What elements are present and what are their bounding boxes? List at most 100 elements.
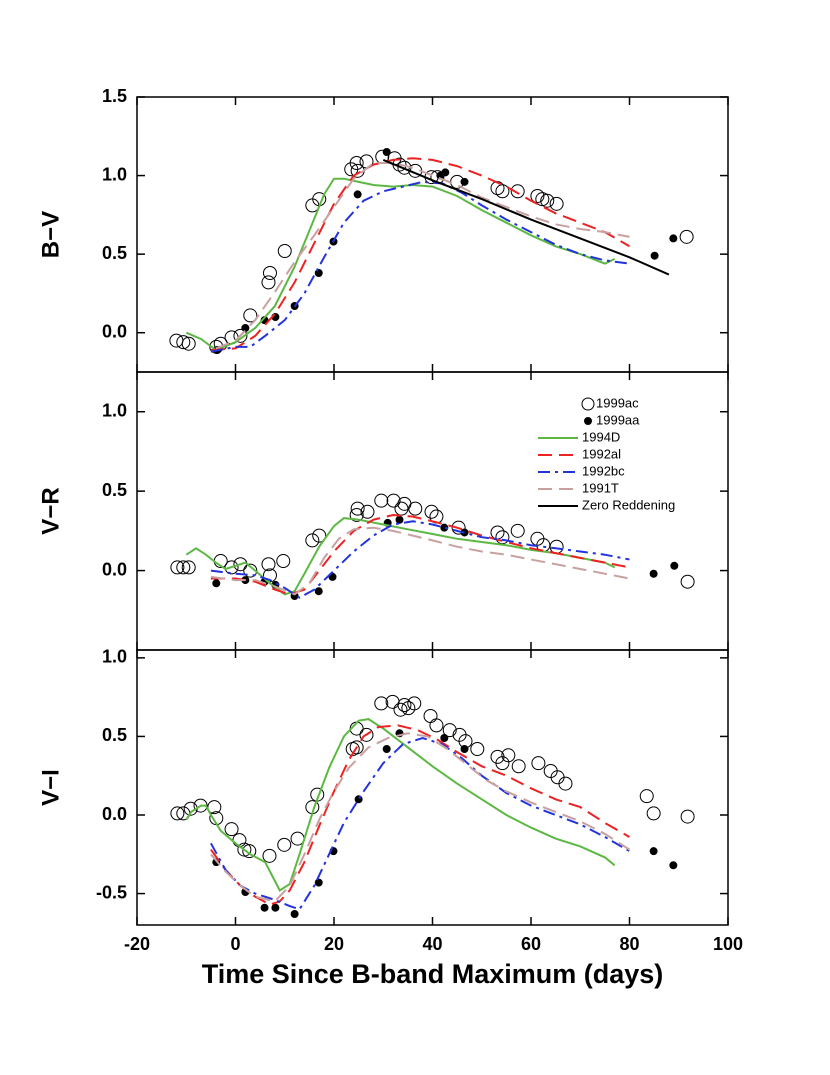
data-point: [394, 501, 409, 516]
x-tick-label: 20: [324, 934, 344, 954]
data-point: [429, 718, 444, 733]
data-point: [328, 572, 337, 581]
x-tick-label: 100: [713, 934, 743, 954]
series-line: [210, 732, 631, 903]
legend-label: 1999aa: [596, 412, 640, 427]
data-point: [382, 148, 391, 156]
data-point: [423, 709, 438, 723]
data-point: [350, 501, 365, 516]
legend-label: 1994D: [582, 429, 620, 444]
series-line: [382, 158, 670, 276]
series-line: [210, 513, 630, 596]
data-point: [424, 504, 439, 519]
data-point: [262, 266, 277, 280]
data-point: [679, 229, 694, 244]
series-line: [215, 162, 630, 350]
data-point: [261, 275, 276, 290]
data-point: [669, 234, 678, 243]
data-point: [262, 848, 277, 863]
data-point: [680, 574, 695, 589]
data-point: [495, 184, 510, 199]
y-axis-title: V−I: [37, 769, 64, 806]
legend-label: Zero Reddening: [582, 497, 675, 512]
y-axis-title: B−V: [37, 211, 64, 258]
x-tick-label: 60: [521, 934, 541, 954]
data-point: [408, 501, 423, 516]
data-point: [460, 177, 469, 186]
data-point: [243, 308, 258, 323]
data-point: [224, 822, 239, 837]
data-point: [242, 844, 257, 859]
data-point: [312, 528, 327, 543]
y-tick-label: 0.0: [102, 559, 127, 579]
legend-marker: [584, 417, 592, 425]
y-tick-label: 0.5: [102, 480, 127, 500]
y-tick-label: 1.0: [102, 164, 127, 184]
data-point: [510, 523, 525, 538]
data-point: [470, 742, 485, 756]
legend-label: 1992bc: [582, 463, 625, 478]
data-point: [386, 493, 401, 508]
data-point: [261, 557, 276, 572]
data-point: [353, 190, 362, 199]
data-point: [241, 324, 250, 332]
data-point: [176, 560, 191, 575]
data-point: [650, 251, 659, 260]
data-point: [646, 806, 661, 821]
series-line: [185, 177, 616, 352]
data-point: [233, 328, 248, 343]
data-point: [397, 698, 412, 712]
data-point: [639, 789, 654, 804]
data-point: [359, 727, 374, 742]
data-point: [374, 493, 389, 508]
data-point: [360, 504, 375, 519]
series-line: [210, 736, 630, 911]
data-point: [540, 193, 555, 208]
x-axis-title: Time Since B-band Maximum (days): [202, 959, 664, 989]
data-point: [181, 560, 196, 575]
data-point: [441, 168, 450, 177]
data-point: [314, 878, 323, 887]
legend-marker: [581, 397, 595, 411]
data-point: [549, 196, 564, 211]
data-point: [262, 568, 277, 583]
y-tick-label: 1.5: [102, 86, 127, 106]
series-line: [210, 526, 630, 596]
x-tick-label: 0: [230, 934, 240, 954]
data-point: [212, 579, 221, 588]
data-point: [442, 723, 457, 738]
x-tick-label: 80: [619, 934, 639, 954]
data-point: [549, 539, 564, 554]
data-point: [451, 520, 466, 535]
data-point: [531, 756, 546, 771]
series-line: [185, 718, 616, 892]
data-point: [393, 702, 408, 717]
data-point: [511, 759, 526, 774]
data-point: [382, 745, 391, 753]
data-point: [374, 696, 389, 711]
data-point: [260, 903, 269, 912]
series-line: [185, 517, 616, 596]
data-point: [243, 563, 258, 578]
data-point: [395, 515, 404, 524]
data-point: [558, 776, 573, 791]
data-point: [680, 809, 695, 824]
data-point: [176, 335, 191, 350]
data-point: [277, 244, 292, 258]
data-point: [305, 533, 320, 548]
data-point: [193, 798, 208, 813]
legend-label: 1999ac: [596, 395, 639, 410]
data-point: [181, 336, 196, 351]
y-tick-label: 0.5: [102, 243, 127, 263]
data-point: [530, 189, 545, 203]
y-tick-label: 1.0: [102, 647, 127, 667]
legend-label: 1991T: [582, 480, 619, 495]
legend-label: 1992al: [582, 446, 621, 461]
data-point: [224, 560, 239, 575]
data-point: [669, 861, 678, 870]
data-point: [349, 156, 364, 170]
series-line: [210, 157, 630, 351]
data-point: [440, 734, 449, 742]
data-point: [510, 184, 525, 199]
